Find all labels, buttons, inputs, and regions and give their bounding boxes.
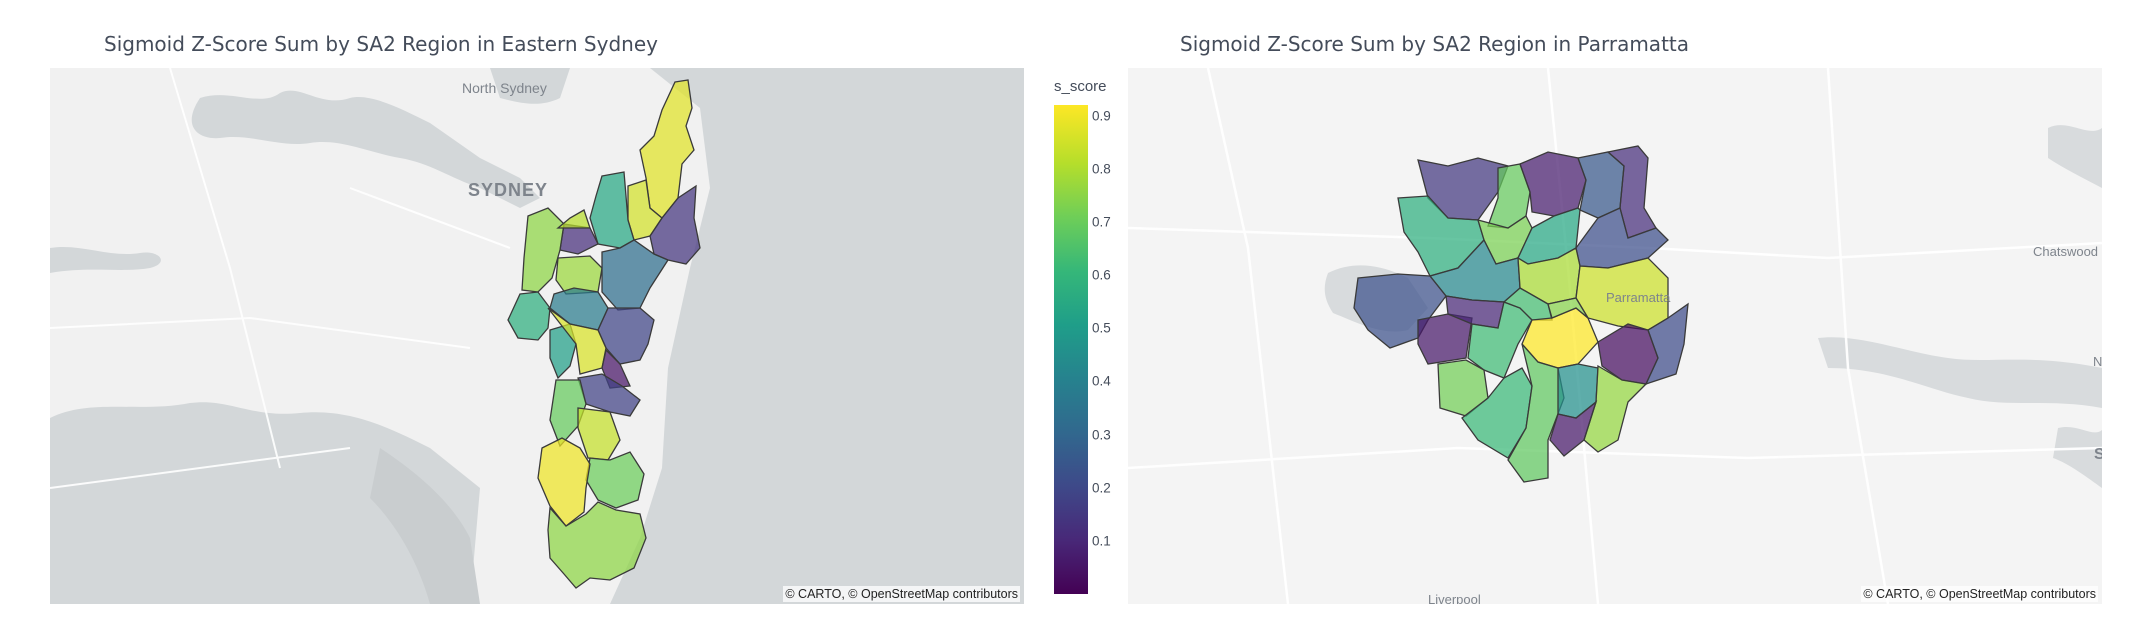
sa2-region	[585, 451, 645, 509]
parramatta-label: Parramatta	[1606, 290, 1671, 305]
parramatta-map[interactable]: Parramatta Chatswood Liverpool N S © CAR…	[1128, 68, 2102, 604]
sa2-region	[1549, 400, 1598, 457]
sa2-region	[577, 373, 641, 417]
colorbar-tick: 0.6	[1092, 267, 1111, 283]
sa2-region	[589, 171, 635, 249]
sa2-region	[549, 287, 609, 331]
sa2-region	[1547, 297, 1589, 319]
colorbar-tick: 0.8	[1092, 161, 1111, 177]
right-map-attribution: © CARTO, © OpenStreetMap contributors	[1861, 586, 2098, 602]
colorbar-title: s_score	[1054, 78, 1107, 95]
colorbar	[1054, 105, 1088, 594]
colorbar-tick: 0.1	[1092, 533, 1111, 549]
colorbar-tick: 0.2	[1092, 480, 1111, 496]
parramatta-regions	[1353, 145, 1689, 483]
colorbar-tick: 0.7	[1092, 214, 1111, 230]
sa2-region	[1417, 313, 1473, 365]
edge-label-s: S	[2094, 446, 2102, 463]
sa2-region	[556, 209, 591, 229]
sa2-region	[547, 501, 647, 589]
colorbar-tick: 0.5	[1092, 320, 1111, 336]
colorbar-tick: 0.3	[1092, 427, 1111, 443]
chatswood-label: Chatswood	[2033, 244, 2099, 259]
sa2-region	[1519, 151, 1587, 217]
sa2-region	[1575, 207, 1669, 269]
eastern-sydney-regions	[507, 79, 701, 589]
north-sydney-label: North Sydney	[462, 80, 547, 96]
left-map-title: Sigmoid Z-Score Sum by SA2 Region in Eas…	[104, 32, 658, 56]
sa2-region	[1467, 301, 1533, 379]
liverpool-label: Liverpool	[1428, 592, 1481, 604]
sydney-label: SYDNEY	[468, 180, 549, 200]
sa2-region	[507, 291, 551, 341]
colorbar-tick: 0.4	[1092, 373, 1111, 389]
sa2-region	[537, 437, 591, 527]
left-map-attribution: © CARTO, © OpenStreetMap contributors	[783, 586, 1020, 602]
sa2-region	[649, 184, 701, 265]
eastern-sydney-basemap	[50, 68, 1024, 604]
sa2-region	[577, 407, 621, 461]
sa2-region	[1577, 151, 1625, 219]
parramatta-basemap	[1128, 68, 2102, 604]
edge-label-n: N	[2093, 354, 2102, 369]
sa2-region	[521, 207, 565, 293]
sa2-region	[1507, 343, 1565, 483]
eastern-sydney-map[interactable]: North Sydney SYDNEY © CARTO, © OpenStree…	[50, 68, 1024, 604]
right-map-title: Sigmoid Z-Score Sum by SA2 Region in Par…	[1180, 32, 1690, 56]
sa2-region	[601, 239, 669, 311]
colorbar-tick: 0.9	[1092, 108, 1111, 124]
sa2-region	[1644, 302, 1689, 386]
